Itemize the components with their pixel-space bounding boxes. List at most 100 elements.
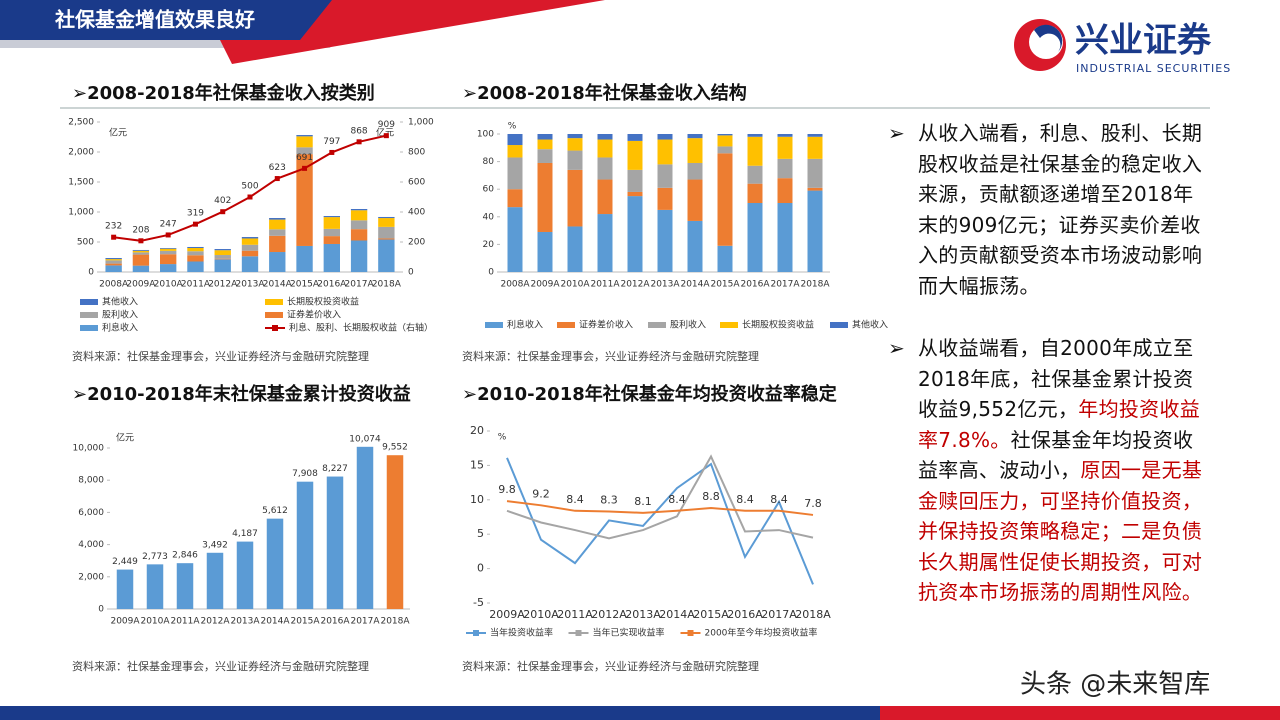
y-tick-label: 20	[483, 240, 495, 250]
y-tick-label: 1,500	[68, 178, 94, 188]
legend-symbol	[265, 299, 283, 305]
bullet-segment: 社保基金年均投资收益率高、波动小，	[918, 427, 1194, 483]
bar-segment	[269, 219, 286, 230]
legend-label: 当年投资收益率	[490, 627, 553, 639]
legend-symbol	[80, 299, 98, 305]
bar-segment	[132, 254, 150, 266]
bar-segment	[597, 139, 613, 158]
bar-segment	[160, 250, 177, 255]
y2-tick-label: 200	[408, 238, 425, 248]
bar-segment	[350, 220, 368, 230]
bar-segment	[241, 237, 259, 239]
y2-tick-label: 600	[408, 178, 425, 188]
bar-segment	[747, 165, 763, 184]
y2-tick-label: 800	[408, 148, 425, 158]
legend-label: 长期股权投资收益	[287, 296, 359, 308]
bar-segment	[657, 209, 673, 272]
line	[506, 454, 814, 540]
x-tick-label: 2012A	[200, 617, 230, 627]
bar-segment	[350, 209, 368, 211]
y2-tick-label: 400	[408, 208, 425, 218]
bar-segment	[132, 252, 150, 255]
bar-segment	[214, 259, 231, 272]
bar-segment	[187, 248, 204, 252]
y-tick-label: 6,000	[78, 508, 104, 518]
x-tick-label: 2010A	[560, 280, 590, 290]
line	[506, 500, 814, 516]
bar-segment	[567, 138, 583, 151]
bar-segment	[105, 259, 122, 261]
legend-label: 利息、股利、长期股权收益（右轴）	[289, 322, 433, 334]
y-tick-label: 40	[483, 212, 495, 222]
bar-segment	[567, 134, 583, 139]
x-tick-label: 2014A	[260, 617, 290, 627]
x-tick-label: 2018A	[800, 280, 830, 290]
legend-symbol	[648, 322, 666, 328]
bar	[266, 518, 284, 609]
bar-segment	[657, 139, 673, 165]
line-marker	[111, 234, 117, 240]
data-label: 7,908	[292, 469, 318, 479]
bar-segment	[627, 134, 643, 141]
bar-segment	[187, 261, 204, 272]
legend-label: 股利收入	[670, 319, 706, 331]
bar-segment	[132, 249, 150, 251]
data-label: 3,492	[202, 540, 228, 550]
data-label: 868	[350, 126, 367, 136]
bar-segment	[597, 179, 613, 215]
line-marker	[274, 176, 280, 182]
x-tick-label: 2018A	[380, 617, 410, 627]
bar-segment	[269, 218, 286, 220]
data-label: 10,074	[349, 434, 381, 444]
x-tick-label: 2016A	[740, 280, 770, 290]
data-label: 9,552	[382, 443, 408, 453]
x-tick-label: 2017A	[770, 280, 800, 290]
y-tick-label: 8,000	[78, 476, 104, 486]
x-tick-label: 2014A	[680, 280, 710, 290]
y2-tick-label: 1,000	[408, 118, 434, 128]
logo-text: 兴业证券	[1075, 21, 1212, 61]
bar-segment	[323, 243, 340, 272]
y-tick-label: 0	[488, 268, 494, 278]
legend-symbol	[575, 630, 582, 636]
bar-segment	[657, 187, 673, 210]
bar-segment	[777, 136, 793, 159]
y-unit: 亿元	[116, 432, 134, 444]
x-tick-label: 2011A	[181, 280, 211, 290]
bar-segment	[350, 229, 368, 241]
bar-segment	[597, 214, 613, 272]
line-marker	[329, 149, 335, 155]
x-tick-label: 2013A	[230, 617, 260, 627]
bar-segment	[687, 162, 703, 180]
y-tick-label: 5	[477, 527, 484, 540]
bar-segment	[627, 169, 643, 192]
legend-symbol	[557, 322, 575, 328]
bar-segment	[507, 207, 523, 272]
line-marker	[356, 139, 362, 145]
data-label: 4,187	[232, 529, 258, 539]
bar-segment	[717, 153, 733, 246]
legend-symbol	[485, 322, 503, 328]
bar-segment	[807, 190, 823, 272]
bar-segment	[807, 158, 823, 188]
bar-segment	[187, 251, 204, 256]
bar-segment	[160, 254, 177, 265]
y-tick-label: 10	[470, 493, 484, 506]
bar-segment	[777, 203, 793, 272]
x-tick-label: 2011A	[557, 608, 593, 621]
bar-segment	[160, 264, 177, 272]
data-label: 8.3	[600, 493, 618, 506]
bullet-marker: ➢	[888, 336, 905, 360]
bar-segment	[537, 162, 553, 232]
bar-segment	[717, 135, 733, 147]
bar-segment	[214, 249, 231, 251]
watermark: 头条 @未来智库	[1020, 670, 1210, 700]
logo-swirl	[1034, 24, 1063, 52]
legend-label: 当年已实现收益率	[593, 627, 665, 639]
line-marker	[247, 194, 253, 200]
bar-segment	[296, 136, 313, 148]
bar-segment	[567, 226, 583, 272]
bar-segment	[296, 154, 313, 246]
line-marker	[220, 209, 226, 215]
bullet: ➢ 从收益端看，自2000年成立至2018年底，社保基金累计投资收益9,552亿元…	[888, 333, 1218, 608]
